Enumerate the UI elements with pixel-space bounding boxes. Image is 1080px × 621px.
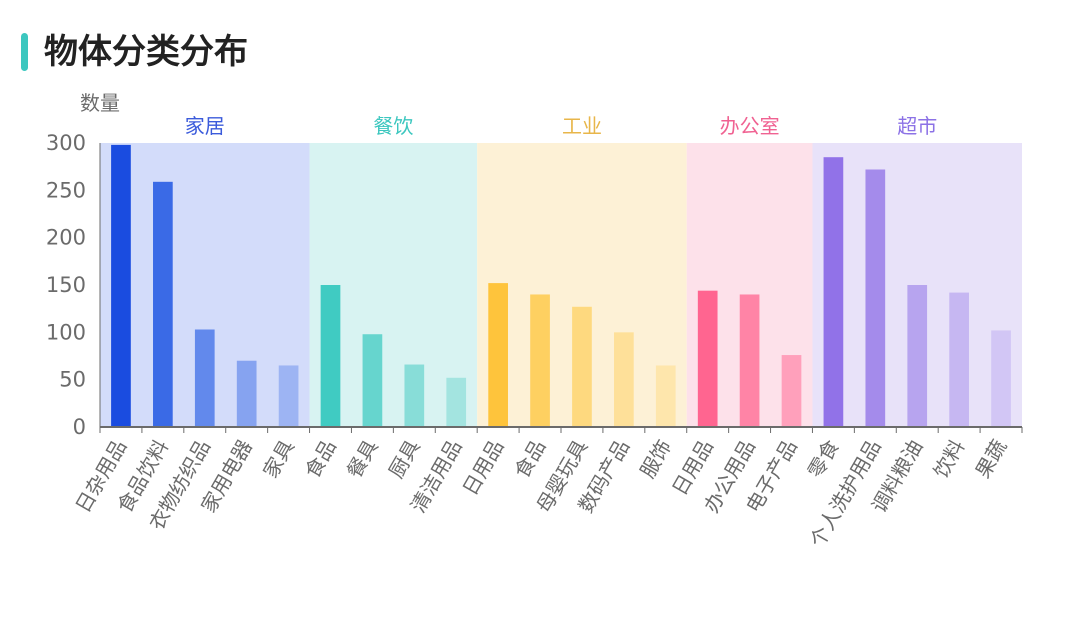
bar[interactable] — [404, 364, 425, 427]
bar[interactable] — [907, 285, 928, 427]
chart-title: 物体分类分布 — [44, 32, 248, 72]
x-tick-label: 食品 — [300, 436, 341, 483]
bar[interactable] — [362, 334, 383, 427]
bar[interactable] — [488, 283, 508, 427]
title-accent-bar — [21, 33, 28, 71]
y-tick-label: 250 — [46, 178, 86, 202]
group-labels: 家居 餐饮 工业 办公室 超市 — [185, 114, 937, 138]
x-tick-label: 餐具 — [342, 436, 383, 483]
bar[interactable] — [865, 169, 886, 428]
x-tick-label: 零食 — [803, 436, 844, 483]
group-label: 工业 — [562, 114, 602, 138]
bar[interactable] — [236, 360, 257, 427]
bar[interactable] — [823, 157, 844, 427]
bar[interactable] — [572, 306, 592, 427]
y-axis-label: 数量 — [80, 91, 120, 115]
bar[interactable] — [320, 285, 341, 427]
x-tick-label: 服饰 — [635, 436, 676, 483]
y-tick-label: 200 — [46, 226, 86, 250]
y-tick-labels: 0 50 100 150 200 250 300 — [46, 131, 86, 439]
y-tick-label: 300 — [46, 131, 86, 155]
bar[interactable] — [194, 329, 215, 427]
group-label: 办公室 — [720, 114, 780, 138]
x-tick-label: 饮料 — [929, 436, 970, 483]
bar[interactable] — [739, 294, 760, 427]
group-label: 家居 — [185, 114, 225, 138]
group-label: 超市 — [897, 114, 937, 138]
bar[interactable] — [697, 290, 718, 427]
y-tick-label: 0 — [73, 415, 86, 439]
bar[interactable] — [278, 365, 299, 427]
x-tick-label: 日用品 — [458, 436, 509, 500]
bar[interactable] — [949, 292, 969, 427]
bar[interactable] — [111, 144, 131, 428]
x-tick-label: 食品 — [510, 436, 551, 483]
group-label: 餐饮 — [373, 114, 413, 138]
x-tick-label: 家具 — [258, 436, 299, 483]
bar[interactable] — [991, 330, 1011, 427]
y-tick-label: 150 — [46, 273, 86, 297]
bar[interactable] — [530, 294, 550, 427]
bar[interactable] — [446, 377, 467, 427]
bar[interactable] — [614, 332, 634, 427]
bars — [111, 144, 1011, 428]
bar[interactable] — [655, 365, 676, 427]
y-tick-label: 100 — [46, 320, 86, 344]
y-tick-label: 50 — [59, 368, 86, 392]
bar[interactable] — [153, 181, 173, 427]
x-tick-label: 果蔬 — [971, 435, 1012, 482]
x-tick-label: 厨具 — [384, 436, 425, 483]
bar[interactable] — [781, 355, 802, 427]
